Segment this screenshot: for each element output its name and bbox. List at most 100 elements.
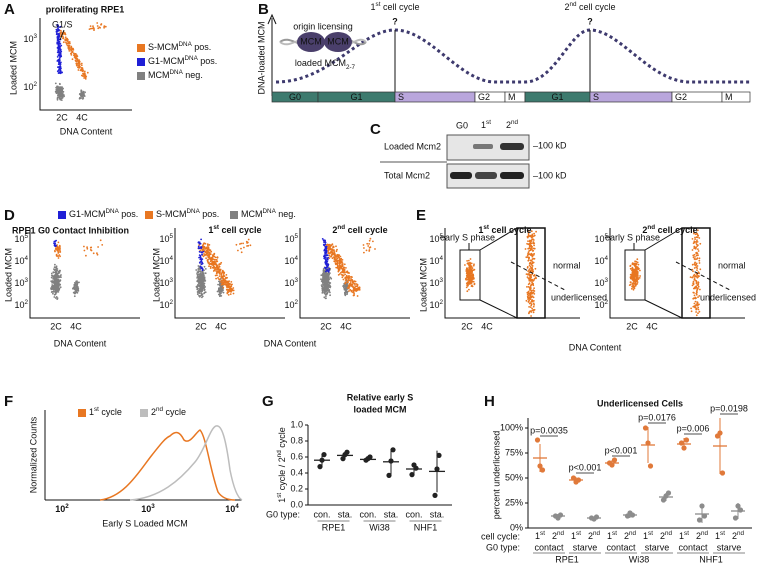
second-cycle-curve xyxy=(129,425,243,501)
data-point xyxy=(683,437,690,443)
data-point xyxy=(436,452,442,458)
scatter-dot xyxy=(320,278,322,281)
scatter-dot xyxy=(218,272,221,274)
scatter-dot xyxy=(340,271,342,274)
phase-segment xyxy=(721,91,751,103)
scatter-dot xyxy=(696,257,699,260)
scatter-dot xyxy=(54,283,56,286)
y-tick-label: 105 xyxy=(284,233,298,244)
scatter-dot xyxy=(228,290,231,293)
text-part: DNA xyxy=(170,69,184,76)
y-tick-label: 102 xyxy=(23,81,37,92)
annotation: underlicensed xyxy=(700,292,756,302)
scatter-dot xyxy=(695,282,698,285)
scatter-dot xyxy=(222,275,225,278)
scatter-dot xyxy=(219,293,221,296)
text-part: 10 xyxy=(429,278,439,288)
scatter-dot xyxy=(214,274,217,277)
scatter-dot xyxy=(363,247,365,249)
scatter-dot xyxy=(324,252,327,255)
scatter-dot xyxy=(83,73,86,76)
band xyxy=(450,172,472,179)
text-part: nd xyxy=(156,406,164,413)
text-part: st xyxy=(94,406,99,413)
y-tick-label: 103 xyxy=(14,277,28,288)
scatter-dot xyxy=(54,90,57,93)
scatter-dot xyxy=(218,265,221,268)
scatter-dot xyxy=(696,269,698,271)
scatter-dot xyxy=(526,266,529,268)
scatter-dot xyxy=(57,25,59,28)
y-tick-label: 102 xyxy=(594,299,608,310)
scatter-dot xyxy=(324,270,327,273)
x-tick-label: 1st xyxy=(679,530,689,541)
scatter-dot xyxy=(201,253,203,256)
scatter-dot xyxy=(348,272,350,274)
scatter-dot xyxy=(341,271,344,274)
scatter-dot xyxy=(201,289,203,292)
scatter-dot xyxy=(89,25,92,27)
scatter-dot xyxy=(227,286,230,289)
scatter-dot xyxy=(532,291,535,294)
legend-swatch xyxy=(78,409,86,417)
scatter-dot xyxy=(59,90,61,93)
scatter-dot xyxy=(343,288,346,290)
scatter-dot xyxy=(346,293,348,295)
axis xyxy=(307,425,452,506)
arrow xyxy=(59,29,65,41)
scatter-dot xyxy=(201,293,204,296)
phase-label: S xyxy=(593,92,599,102)
scatter-dot xyxy=(324,293,327,296)
scatter-dot xyxy=(524,248,527,250)
scatter-dot xyxy=(695,242,697,244)
annotation: early S phase xyxy=(605,232,660,242)
legend-swatch xyxy=(137,44,145,52)
scatter-dot xyxy=(57,241,60,244)
scatter-dot xyxy=(691,263,694,266)
scatter-dot xyxy=(103,25,106,28)
scatter-dot xyxy=(82,75,85,77)
scatter-dot xyxy=(76,283,79,286)
text-part: 1 xyxy=(715,531,720,541)
axis-label: Loaded MCM xyxy=(8,41,18,95)
scatter-dot xyxy=(351,279,354,281)
text-part: 3 xyxy=(439,277,443,284)
scatter-dot xyxy=(528,245,531,248)
scatter-dot xyxy=(472,269,475,271)
scatter-dot xyxy=(529,235,532,238)
scatter-dot xyxy=(86,71,89,74)
scatter-dot xyxy=(465,278,468,281)
scatter-dot xyxy=(56,268,59,270)
group-label: Wi38 xyxy=(629,554,650,564)
scatter-dot xyxy=(633,278,635,280)
scatter-dot xyxy=(696,241,699,243)
scatter-dot xyxy=(528,240,531,243)
scatter-dot xyxy=(200,292,203,294)
scatter-dot xyxy=(58,69,60,71)
scatter-dot xyxy=(232,287,235,289)
scatter-dot xyxy=(343,270,345,272)
zoom-line xyxy=(644,227,683,319)
scatter-dot xyxy=(202,243,205,246)
panel-title: Relative early S xyxy=(347,392,414,402)
scatter-dot xyxy=(202,248,205,251)
scatter-dot xyxy=(198,261,201,264)
scatter-dot xyxy=(343,271,346,274)
scatter-dot xyxy=(526,286,528,288)
text-part: 10 xyxy=(23,34,33,44)
scatter-dot xyxy=(467,259,470,262)
legend-label: S-MCMDNA pos. xyxy=(156,208,219,219)
scatter-dot xyxy=(693,258,696,260)
size-marker: –100 kD xyxy=(533,140,567,150)
scatter-dot xyxy=(210,250,213,253)
scatter-dot xyxy=(532,296,535,299)
scatter-dot xyxy=(100,23,103,25)
scatter-dot xyxy=(67,47,70,49)
scatter-dot xyxy=(532,250,534,252)
scatter-dot xyxy=(632,268,635,271)
scatter-dot xyxy=(78,64,81,67)
scatter-dot xyxy=(79,96,81,99)
scatter-dot xyxy=(56,248,59,251)
scatter-dot xyxy=(206,252,209,255)
y-tick-label: 105 xyxy=(594,233,608,244)
